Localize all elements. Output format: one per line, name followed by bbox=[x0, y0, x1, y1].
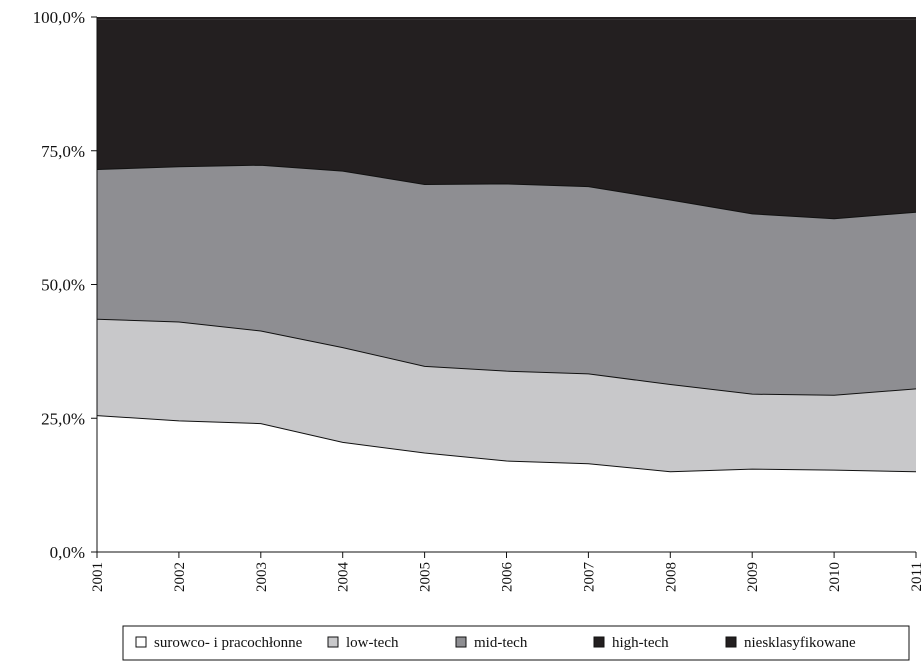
legend-swatch-1 bbox=[327, 636, 339, 648]
area-layers bbox=[96, 17, 917, 552]
x-tick-label: 2010 bbox=[827, 562, 843, 592]
x-tick-label: 2005 bbox=[418, 562, 434, 592]
x-tick-label: 2002 bbox=[172, 562, 188, 592]
series-line-2 bbox=[96, 164, 917, 220]
area-3 bbox=[97, 19, 916, 219]
x-tick-label: 2001 bbox=[90, 562, 106, 592]
area-0 bbox=[97, 415, 916, 552]
legend-swatch-4 bbox=[725, 636, 737, 648]
legend-label-2: mid-tech bbox=[474, 635, 528, 651]
x-tick-label: 2008 bbox=[663, 562, 679, 592]
x-tick-label: 2003 bbox=[254, 562, 270, 592]
y-tick-label: 0,0% bbox=[50, 543, 85, 562]
x-axis-ticks: 2001 2002 2003 2004 2005 2006 2007 2008 2009 2010… bbox=[90, 552, 922, 592]
y-tick-label: 100,0% bbox=[33, 8, 85, 27]
legend-swatch-2 bbox=[455, 636, 467, 648]
legend-label-4: niesklasyfikowane bbox=[744, 635, 856, 651]
legend-swatch-3 bbox=[593, 636, 605, 648]
y-tick-label: 75,0% bbox=[41, 142, 85, 161]
legend-label-3: high-tech bbox=[612, 635, 669, 651]
x-tick-label: 2009 bbox=[745, 562, 761, 592]
x-tick-label: 2006 bbox=[500, 562, 516, 593]
area-2 bbox=[97, 165, 916, 396]
y-axis-ticks: 0,0% 25,0% 50,0% 75,0% 100,0% bbox=[33, 8, 97, 562]
series-line-1 bbox=[96, 318, 917, 396]
y-tick-label: 50,0% bbox=[41, 276, 85, 295]
legend: surowco- i pracochłonne low-tech mid-tech h… bbox=[122, 625, 910, 661]
x-tick-label: 2007 bbox=[581, 562, 597, 593]
legend-label-0: surowco- i pracochłonne bbox=[154, 635, 303, 651]
legend-box bbox=[122, 625, 910, 661]
series-line-0 bbox=[96, 415, 917, 473]
legend-swatch-0 bbox=[135, 636, 147, 648]
legend-label-1: low-tech bbox=[346, 635, 399, 651]
x-tick-label: 2011 bbox=[909, 562, 922, 591]
y-tick-label: 25,0% bbox=[41, 409, 85, 428]
area-4 bbox=[97, 17, 916, 20]
area-1 bbox=[97, 319, 916, 472]
x-tick-label: 2004 bbox=[336, 562, 352, 593]
